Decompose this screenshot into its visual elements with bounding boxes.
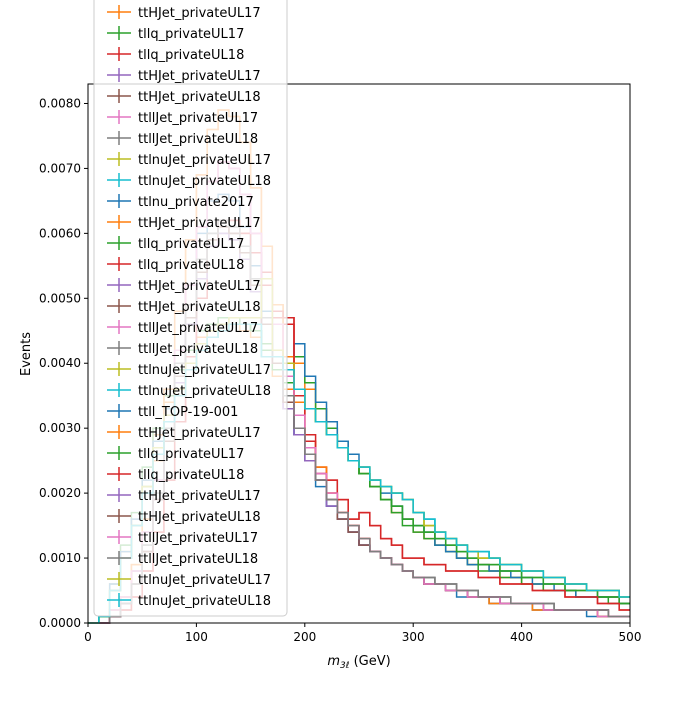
- legend-entry: ttllJet_privateUL17: [107, 110, 258, 126]
- y-tick-label: 0.0010: [39, 551, 81, 565]
- y-tick-label: 0.0000: [39, 616, 81, 630]
- y-tick-label: 0.0050: [39, 291, 81, 305]
- legend-entry: ttlnuJet_privateUL17: [107, 572, 271, 588]
- legend-entry: ttHJet_privateUL17: [107, 425, 261, 441]
- legend-label: ttHJet_privateUL18: [138, 300, 261, 315]
- legend-label: ttllJet_privateUL17: [138, 531, 258, 546]
- legend-entry: ttlnu_private2017: [107, 194, 254, 210]
- x-tick-label: 300: [402, 630, 425, 644]
- legend-label: ttll_TOP-19-001: [138, 405, 238, 420]
- legend-label: ttlnuJet_privateUL17: [138, 363, 271, 378]
- legend-entry: ttHJet_privateUL17: [107, 215, 261, 231]
- legend-label: ttllJet_privateUL18: [138, 552, 258, 567]
- legend-label: tllq_privateUL17: [138, 237, 244, 252]
- x-tick-label: 0: [84, 630, 92, 644]
- legend-label: ttHJet_privateUL18: [138, 510, 261, 525]
- legend-label: ttHJet_privateUL17: [138, 69, 261, 84]
- x-axis-label: m3ℓ (GeV): [327, 654, 390, 671]
- legend-label: tllq_privateUL18: [138, 48, 244, 63]
- legend-entry: ttHJet_privateUL17: [107, 278, 261, 294]
- legend-entry: ttll_TOP-19-001: [107, 404, 238, 420]
- legend-entry: ttHJet_privateUL17: [107, 68, 261, 84]
- legend-entry: ttHJet_privateUL18: [107, 299, 261, 315]
- legend-entry: ttHJet_privateUL18: [107, 89, 261, 105]
- legend-box: [93, 0, 288, 617]
- y-tick-label: 0.0030: [39, 421, 81, 435]
- legend-label: tllq_privateUL18: [138, 468, 244, 483]
- x-tick-label: 200: [293, 630, 316, 644]
- legend-label: ttlnuJet_privateUL18: [138, 594, 271, 609]
- legend-label: ttHJet_privateUL17: [138, 216, 261, 231]
- legend: ttHJet_privateUL17 tllq_privateUL17 tllq_p…: [93, 0, 288, 617]
- legend-label: ttllJet_privateUL17: [138, 321, 258, 336]
- legend-entry: ttllJet_privateUL18: [107, 131, 258, 147]
- legend-label: tllq_privateUL17: [138, 447, 244, 462]
- legend-entry: tllq_privateUL17: [107, 26, 244, 42]
- legend-label: ttllJet_privateUL18: [138, 342, 258, 357]
- y-tick-label: 0.0060: [39, 226, 81, 240]
- legend-entry: ttllJet_privateUL17: [107, 530, 258, 546]
- y-tick-label: 0.0040: [39, 356, 81, 370]
- x-tick-label: 500: [619, 630, 642, 644]
- legend-label: ttHJet_privateUL17: [138, 489, 261, 504]
- legend-label: ttllJet_privateUL17: [138, 111, 258, 126]
- y-tick-label: 0.0020: [39, 486, 81, 500]
- y-tick-label: 0.0070: [39, 161, 81, 175]
- legend-entries: ttHJet_privateUL17 tllq_privateUL17 tllq_p…: [107, 5, 271, 609]
- legend-label: ttlnuJet_privateUL17: [138, 153, 271, 168]
- legend-entry: tllq_privateUL18: [107, 467, 244, 483]
- y-axis-label: Events: [19, 332, 34, 376]
- legend-label: ttHJet_privateUL18: [138, 90, 261, 105]
- legend-label: ttHJet_privateUL17: [138, 279, 261, 294]
- legend-entry: ttHJet_privateUL17: [107, 488, 261, 504]
- legend-label: tllq_privateUL17: [138, 27, 244, 42]
- legend-entry: ttllJet_privateUL18: [107, 551, 258, 567]
- legend-entry: ttHJet_privateUL18: [107, 509, 261, 525]
- legend-entry: tllq_privateUL17: [107, 236, 244, 252]
- legend-entry: ttlnuJet_privateUL18: [107, 383, 271, 399]
- y-tick-label: 0.0080: [39, 96, 81, 110]
- legend-label: ttlnuJet_privateUL18: [138, 384, 271, 399]
- x-tick-label: 400: [510, 630, 533, 644]
- axes-frame: [87, 83, 631, 624]
- legend-entry: ttllJet_privateUL18: [107, 341, 258, 357]
- legend-entry: tllq_privateUL18: [107, 257, 244, 273]
- legend-label: ttllJet_privateUL18: [138, 132, 258, 147]
- legend-label: ttlnuJet_privateUL18: [138, 174, 271, 189]
- legend-entry: ttlnuJet_privateUL17: [107, 152, 271, 168]
- legend-entry: ttHJet_privateUL17: [107, 5, 261, 21]
- legend-entry: tllq_privateUL17: [107, 446, 244, 462]
- legend-entry: ttlnuJet_privateUL18: [107, 593, 271, 609]
- legend-entry: tllq_privateUL18: [107, 47, 244, 63]
- legend-entry: ttllJet_privateUL17: [107, 320, 258, 336]
- legend-label: ttHJet_privateUL17: [138, 426, 261, 441]
- legend-label: ttHJet_privateUL17: [138, 6, 261, 21]
- x-axis: 0 100 200 300 400 500: [84, 623, 641, 644]
- legend-entry: ttlnuJet_privateUL17: [107, 362, 271, 378]
- legend-label: ttlnuJet_privateUL17: [138, 573, 271, 588]
- y-axis: 0.0000 0.0010 0.0020 0.0030 0.0040 0.0050 0.00…: [39, 96, 88, 630]
- legend-label: tllq_privateUL18: [138, 258, 244, 273]
- legend-entry: ttlnuJet_privateUL18: [107, 173, 271, 189]
- legend-label: ttlnu_private2017: [138, 195, 254, 210]
- x-tick-label: 100: [185, 630, 208, 644]
